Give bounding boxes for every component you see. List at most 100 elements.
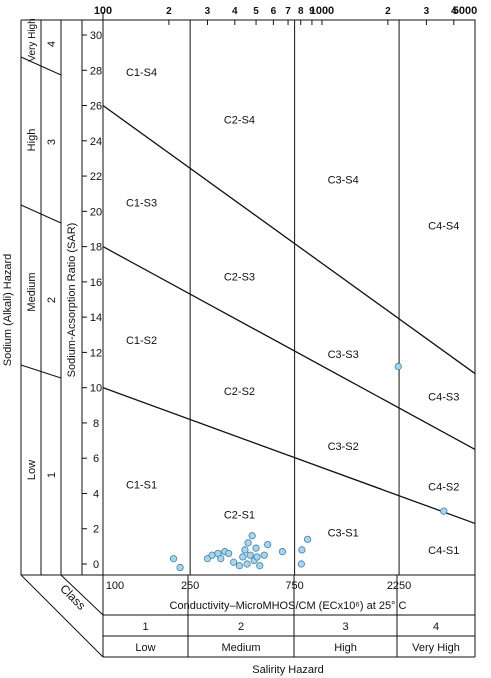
hazard-number-1: 1 xyxy=(46,472,58,478)
x-axis-title: Conductivity–MicroMHOS/CM (ECx10⁶) at 25… xyxy=(170,600,407,612)
zone-label: C3-S4 xyxy=(328,175,359,187)
sodium-hazard-scale: Sodium (Alkali) Hazard Low 1 Medium 2 Hi… xyxy=(2,18,103,576)
hazard-level-very-high: Very High xyxy=(27,18,38,61)
sodium-line-1 xyxy=(102,105,476,375)
y-tick-label: 20 xyxy=(90,206,102,218)
zone-label: C2-S2 xyxy=(224,386,255,398)
y-tick-label: 8 xyxy=(93,418,99,430)
top-tick-label: 9 xyxy=(309,6,315,17)
top-tick-label: 100 xyxy=(94,5,112,17)
top-tick-label: 8 xyxy=(298,6,304,17)
top-tick-label: 3 xyxy=(205,6,211,17)
class-label: Class xyxy=(57,582,88,613)
hazard-boundary-medium-high xyxy=(20,204,62,224)
zone-label: C1-S2 xyxy=(126,335,157,347)
sample-point xyxy=(248,532,256,540)
top-tick-label: 1000 xyxy=(310,5,334,17)
zone-label: C2-S1 xyxy=(224,510,255,522)
salinity-hazard-table: Conductivity–MicroMHOS/CM (ECx10⁶) at 25… xyxy=(102,575,476,676)
zone-label: C3-S2 xyxy=(328,441,359,453)
sodium-line-3 xyxy=(102,387,476,525)
top-tick-label: 6 xyxy=(271,6,277,17)
connector-inner xyxy=(60,574,104,616)
top-tick-label: 2 xyxy=(385,6,391,17)
sample-point xyxy=(243,560,251,568)
bottom-axis-ticks: 100 250 750 2250 xyxy=(106,580,411,592)
y-tick-label: 0 xyxy=(93,559,99,571)
class-connector: Class xyxy=(20,574,104,658)
sample-point xyxy=(169,555,178,563)
hazard-level-low: Low xyxy=(26,460,38,480)
sample-point xyxy=(253,553,261,561)
sample-point xyxy=(230,558,238,566)
sample-point xyxy=(244,539,252,547)
class-number-3: 3 xyxy=(342,621,348,633)
hazard-boundary-high-veryhigh xyxy=(20,56,62,76)
hazard-level-medium: Medium xyxy=(26,272,38,311)
class-number-1: 1 xyxy=(142,621,148,633)
sample-point xyxy=(278,548,287,556)
y-tick-label: 6 xyxy=(93,453,99,465)
zone-label: C1-S4 xyxy=(126,67,157,79)
bottom-tick-label: 250 xyxy=(181,580,199,592)
sample-point xyxy=(298,546,306,554)
top-tick-label: 5000 xyxy=(453,5,477,17)
class-number-2: 2 xyxy=(238,621,244,633)
sample-point xyxy=(208,551,216,559)
plot-border xyxy=(102,19,476,576)
sample-point xyxy=(252,544,260,552)
y-tick-label: 16 xyxy=(90,277,102,289)
class-name-high: High xyxy=(334,642,357,654)
zone-label: C1-S3 xyxy=(126,198,157,210)
class-name-low: Low xyxy=(135,642,155,654)
sample-points xyxy=(169,362,448,572)
top-tick-label: 4 xyxy=(451,6,457,17)
top-tick-label: 4 xyxy=(232,6,238,17)
y-tick-label: 18 xyxy=(90,242,102,254)
sample-point xyxy=(440,507,448,515)
bottom-tick-label: 2250 xyxy=(387,580,411,592)
hazard-level-high: High xyxy=(26,129,38,152)
sodium-hazard-lines xyxy=(102,105,476,525)
y-tick-label: 30 xyxy=(90,30,102,42)
sample-point xyxy=(217,555,225,563)
top-tick-label: 3 xyxy=(424,6,430,17)
zone-label: C2-S3 xyxy=(224,272,255,284)
zone-labels: C1-S4 C1-S3 C1-S2 C1-S1 C2-S4 C2-S3 C2-S2 C2-S1… xyxy=(126,67,459,557)
sample-point xyxy=(225,549,233,558)
zone-label: C4-S2 xyxy=(428,481,459,493)
y-axis-title: Sodium-Acsorption Ratio (SAR) xyxy=(66,223,78,378)
salinity-hazard-title: Salirity Hazard xyxy=(252,664,324,676)
hazard-number-2: 2 xyxy=(46,297,58,303)
hazard-number-3: 3 xyxy=(46,139,58,145)
hazard-boundary-low-medium xyxy=(20,364,62,379)
class-name-very-high: Very High xyxy=(412,642,460,654)
top-tick-label: 7 xyxy=(285,6,291,17)
y-tick-label: 22 xyxy=(90,171,102,183)
salinity-class-boundaries xyxy=(189,20,400,575)
plot-area: Sodium-Acsorption Ratio (SAR) 0246810121… xyxy=(66,5,477,592)
y-tick-label: 28 xyxy=(90,65,102,77)
y-tick-label: 10 xyxy=(90,383,102,395)
zone-label: C4-S1 xyxy=(428,545,459,557)
sample-point xyxy=(264,541,272,549)
bottom-tick-label: 750 xyxy=(285,580,303,592)
sample-point xyxy=(394,362,402,371)
hazard-number-4: 4 xyxy=(46,41,58,47)
y-tick-label: 2 xyxy=(93,524,99,536)
sodium-line-2 xyxy=(102,246,476,450)
connector-outer xyxy=(20,574,104,658)
zone-label: C4-S3 xyxy=(428,391,459,403)
y-tick-label: 24 xyxy=(90,136,102,148)
sodium-hazard-title: Sodium (Alkali) Hazard xyxy=(2,254,14,366)
y-tick-label: 14 xyxy=(90,312,102,324)
zone-label: C1-S1 xyxy=(126,480,157,492)
sample-point xyxy=(239,553,247,561)
sample-point xyxy=(260,551,268,559)
sample-point xyxy=(304,535,312,543)
sample-point xyxy=(297,560,305,568)
zone-label: C3-S3 xyxy=(328,349,359,361)
top-tick-label: 2 xyxy=(166,6,172,17)
